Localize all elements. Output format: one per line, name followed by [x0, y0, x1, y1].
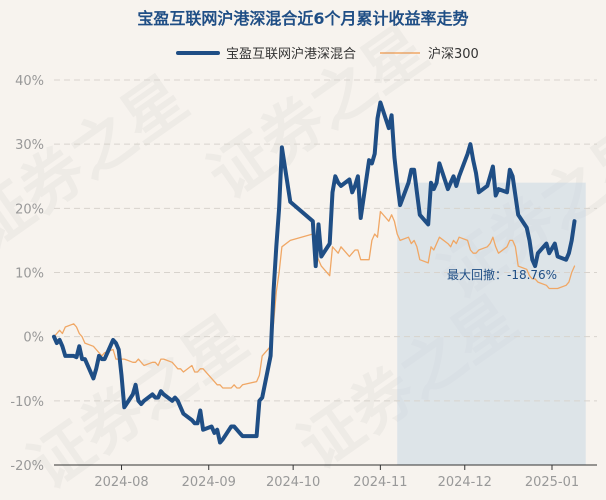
y-tick-label: 0% — [23, 331, 44, 346]
series-line-0 — [52, 100, 577, 445]
series-line-1 — [53, 210, 576, 389]
drawdown-shade-rect — [397, 182, 586, 465]
y-tick-label: 30% — [15, 138, 44, 153]
legend: 宝盈互联网沪港深混合 沪深300 — [176, 46, 479, 62]
y-tick-label: 10% — [15, 267, 44, 282]
x-tick-label: 2024-10 — [266, 475, 320, 490]
watermark-text: 证券之星 — [0, 61, 200, 263]
y-axis: -20% -10% 0% 10% 20% 30% 40% — [10, 74, 44, 474]
y-tick-label: -20% — [10, 459, 44, 474]
x-tick-label: 2024-11 — [353, 475, 407, 490]
chart-title: 宝盈互联网沪港深混合近6个月累计收益率走势 — [137, 9, 468, 28]
y-tick-label: -10% — [10, 395, 44, 410]
x-tick-label: 2024-12 — [438, 475, 492, 490]
x-tick-label: 2025-01 — [525, 475, 579, 490]
x-tick-label: 2024-09 — [182, 475, 236, 490]
series-layer — [52, 100, 577, 445]
legend-label-series-0: 宝盈互联网沪港深混合 — [226, 46, 356, 62]
x-axis: 2024-08 2024-09 2024-10 2024-11 2024-12 2025-… — [54, 464, 597, 490]
legend-label-series-1: 沪深300 — [428, 46, 479, 62]
x-tick-label: 2024-08 — [94, 475, 148, 490]
max-drawdown-annotation: 最大回撤：-18.76% — [447, 267, 557, 282]
y-tick-label: 20% — [15, 202, 44, 217]
drawdown-shade — [397, 182, 586, 465]
y-tick-label: 40% — [15, 74, 44, 89]
